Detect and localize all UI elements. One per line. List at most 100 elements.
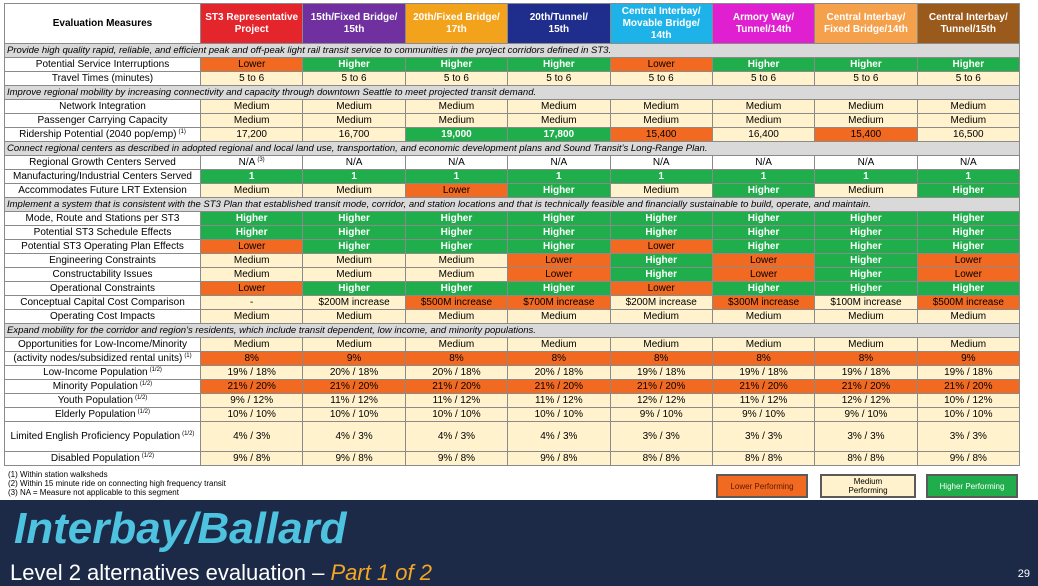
cell-text: N/A (345, 156, 363, 168)
label-text: Youth Population (57, 394, 133, 406)
measure-label: Low-Income Population (1/2) (4, 365, 201, 380)
measure-row: Potential Service Interruptions Lower High… (4, 57, 1021, 72)
rating-cell: 1 (916, 169, 1021, 184)
cell-text: Medium (950, 100, 987, 112)
rating-cell: 1 (814, 169, 918, 184)
cell-text: 21% / 20% (329, 380, 379, 392)
rating-cell: Higher (814, 57, 918, 72)
cell-text: 8% (449, 352, 464, 364)
column-header: 20th/Tunnel/15th (507, 3, 611, 44)
cell-text: Lower (749, 268, 778, 280)
rating-cell: Medium (199, 337, 304, 352)
cell-text: Higher (747, 58, 780, 70)
rating-cell: N/A (814, 155, 918, 170)
cell-text: 17,200 (236, 128, 267, 140)
label-text: Passenger Carrying Capacity (37, 114, 168, 126)
rating-cell: Higher (609, 211, 713, 226)
rating-cell: Medium (404, 113, 509, 128)
cell-text: Medium (848, 310, 884, 322)
label-note: (1/2) (149, 366, 162, 373)
rating-cell: Higher (814, 225, 918, 240)
cell-text: 5 to 6 (443, 72, 469, 84)
cell-text: Higher (952, 240, 985, 252)
rating-cell: 9% / 10% (814, 407, 918, 422)
cell-text: 1 (351, 170, 357, 182)
rating-cell: Higher (814, 253, 918, 268)
rating-cell: 5 to 6 (916, 71, 1021, 86)
rating-cell: 21% / 20% (199, 379, 304, 394)
subtitle-part: Part 1 of 2 (330, 560, 432, 585)
cell-text: N/A (959, 156, 977, 168)
cell-text: Lower (238, 58, 266, 70)
rating-cell: 8% (814, 351, 918, 366)
rating-cell: Higher (507, 211, 611, 226)
rating-cell: 19% / 18% (199, 365, 304, 380)
rating-cell: 4% / 3% (507, 421, 611, 452)
cell-text: Lower (442, 184, 471, 196)
rating-cell: Lower (199, 281, 304, 296)
rating-cell: 20% / 18% (302, 365, 406, 380)
rating-cell: Higher (916, 281, 1021, 296)
rating-cell: Higher (711, 225, 816, 240)
rating-cell: 21% / 20% (814, 379, 918, 394)
rating-cell: Medium (916, 337, 1021, 352)
cell-text: Higher (338, 282, 370, 294)
rating-cell: Higher (711, 211, 816, 226)
rating-cell: Higher (404, 281, 509, 296)
rating-cell: 19% / 18% (609, 365, 713, 380)
rating-cell: Higher (404, 225, 509, 240)
rating-cell: Medium (302, 253, 406, 268)
measure-row: Passenger Carrying Capacity Medium Medium M… (4, 113, 1021, 128)
header-line: Central Interbay/ (826, 11, 906, 23)
rating-cell: 12% / 12% (814, 393, 918, 408)
measure-label: Constructability Issues (4, 267, 201, 282)
cell-text: Higher (952, 282, 985, 294)
cell-text: Medium (336, 254, 372, 266)
cell-text: 21% / 20% (432, 380, 481, 392)
cell-text: Medium (541, 100, 577, 112)
cell-text: 21% / 20% (944, 380, 993, 392)
cell-text: 5 to 6 (751, 72, 777, 84)
label-note: (1/2) (139, 380, 153, 387)
cell-text: Medium (336, 184, 372, 196)
measure-label: Ridership Potential (2040 pop/emp) (1) (4, 127, 201, 142)
rating-cell: 21% / 20% (711, 379, 816, 394)
cell-text: Medium (745, 114, 782, 126)
rating-cell: Medium (404, 309, 509, 324)
cell-text: 19% / 18% (739, 366, 788, 378)
rating-cell: Medium (916, 309, 1021, 324)
rating-cell: 9% / 8% (199, 451, 304, 466)
rating-cell: 3% / 3% (916, 421, 1021, 452)
cell-text: $100M increase (830, 296, 902, 308)
cell-text: Medium (438, 254, 475, 266)
cell-text: 21% / 20% (534, 380, 583, 392)
rating-cell: Lower (404, 183, 509, 198)
rating-cell: 9% / 8% (507, 451, 611, 466)
cell-text: 12% / 12% (841, 394, 891, 406)
section-text: Provide high quality rapid, reliable, an… (4, 43, 1020, 58)
measure-label: Elderly Population (1/2) (4, 407, 201, 422)
cell-text: Medium (745, 100, 782, 112)
cell-text: Higher (338, 58, 370, 70)
rating-cell: N/A (711, 155, 816, 170)
cell-text: 9% (346, 352, 362, 364)
cell-text: Medium (541, 338, 577, 350)
cell-text: Higher (747, 240, 780, 252)
cell-text: 1 (556, 170, 562, 182)
cell-text: Higher (645, 212, 678, 224)
rating-cell: N/A (507, 155, 611, 170)
label-text: Potential Service Interruptions (35, 58, 170, 70)
header-line: Movable Bridge/ (622, 17, 700, 29)
column-header: ST3 Representative Project (199, 3, 304, 44)
legend-item: Lower Performing (716, 474, 808, 498)
label-text: Conceptual Capital Cost Comparison (20, 296, 185, 308)
rating-cell: 16,700 (302, 127, 406, 142)
measure-row: Operating Cost Impacts Medium Medium Medium… (4, 309, 1021, 324)
cell-text: Medium (438, 268, 475, 280)
rating-cell: Higher (711, 239, 816, 254)
cell-text: 19,000 (441, 128, 472, 140)
rating-cell: 21% / 20% (302, 379, 406, 394)
measure-label: Regional Growth Centers Served (4, 155, 201, 170)
cell-text: 5 to 6 (955, 72, 981, 84)
label-note: (1) (184, 352, 192, 359)
